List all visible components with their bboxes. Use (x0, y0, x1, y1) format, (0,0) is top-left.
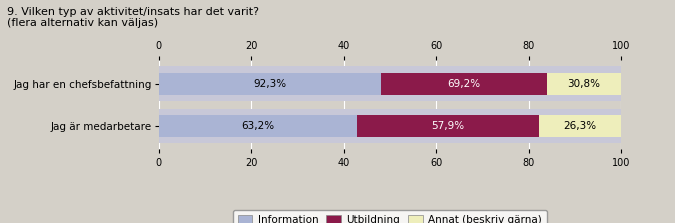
Text: 63,2%: 63,2% (241, 121, 274, 131)
Bar (381, 72, 547, 95)
Text: 30,8%: 30,8% (568, 78, 601, 89)
Text: 57,9%: 57,9% (431, 121, 464, 131)
Legend: Information, Utbildning, Annat (beskriv gärna): Information, Utbildning, Annat (beskriv … (232, 210, 547, 223)
Text: 69,2%: 69,2% (447, 78, 481, 89)
Bar (539, 115, 621, 137)
Bar (357, 115, 539, 137)
Text: 92,3%: 92,3% (253, 78, 286, 89)
Bar (159, 115, 357, 137)
Text: 26,3%: 26,3% (563, 121, 596, 131)
Bar (547, 72, 621, 95)
Bar (159, 109, 621, 143)
Bar (159, 66, 621, 101)
Bar (159, 72, 381, 95)
Text: 9. Vilken typ av aktivitet/insats har det varit?
(flera alternativ kan väljas): 9. Vilken typ av aktivitet/insats har de… (7, 7, 259, 28)
